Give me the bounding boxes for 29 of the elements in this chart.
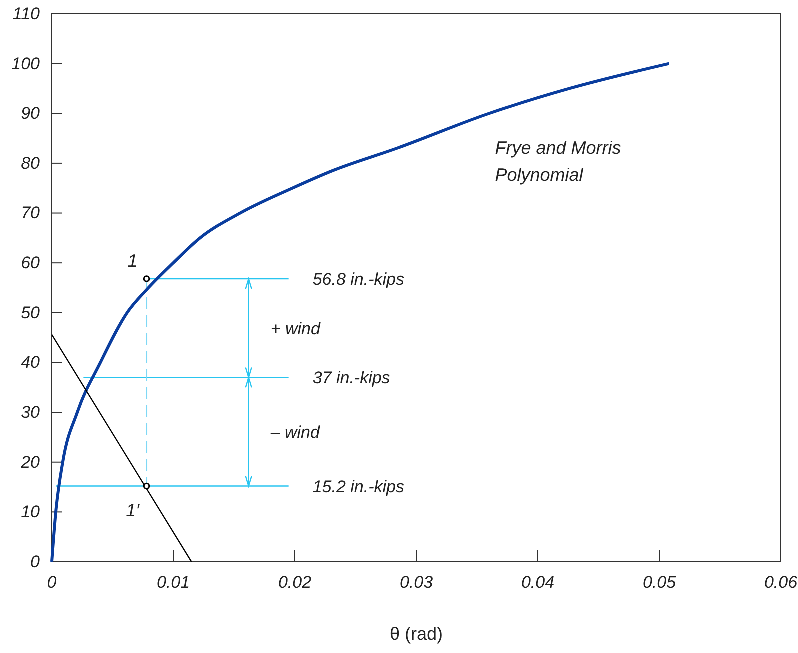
annotation: + wind <box>270 319 321 338</box>
y-tick-label: 60 <box>21 254 41 273</box>
annotation: 1 <box>128 251 138 272</box>
x-tick-label: 0.04 <box>521 573 555 592</box>
x-tick-label: 0.05 <box>642 573 677 592</box>
y-tick-label: 100 <box>12 54 41 74</box>
y-tick-label: 110 <box>12 4 41 24</box>
y-tick-label: 40 <box>21 353 41 372</box>
x-tick-label: 0 <box>47 573 58 592</box>
ref-line-label: 15.2 in.-kips <box>312 477 405 496</box>
y-tick-label: 80 <box>21 154 41 173</box>
y-tick-label: 70 <box>21 204 41 223</box>
x-tick-label: 0.06 <box>764 573 798 592</box>
x-tick-label: 0.01 <box>156 573 190 592</box>
x-tick-label: 0.03 <box>400 573 434 592</box>
ref-line-label: 37 in.-kips <box>312 368 391 388</box>
annotation: – wind <box>270 422 321 442</box>
y-tick-label: 0 <box>30 552 41 572</box>
x-axis-title: θ (rad) <box>390 624 444 644</box>
y-tick-label: 90 <box>21 104 41 124</box>
line-series <box>50 62 671 564</box>
y-tick-label: 30 <box>21 402 41 422</box>
y-tick-label: 50 <box>21 303 41 322</box>
ref-line-label: 56.8 in.-kips <box>312 270 405 290</box>
y-tick-label: 20 <box>20 452 41 472</box>
series-label: Frye and Morris Polynomial <box>495 138 622 185</box>
annotation: 1′ <box>126 500 140 520</box>
y-tick-label: 10 <box>21 502 41 522</box>
x-tick-label: 0.02 <box>278 573 312 592</box>
